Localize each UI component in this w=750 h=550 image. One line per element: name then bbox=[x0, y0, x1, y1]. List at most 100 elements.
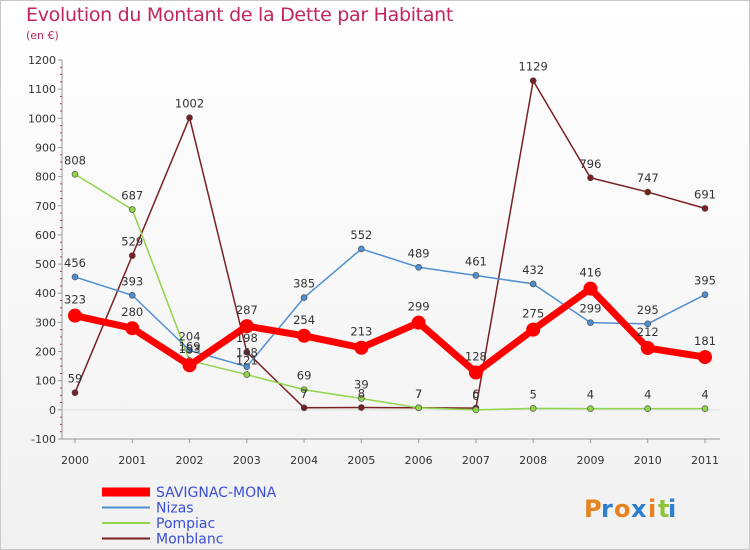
y-tick-label: 300 bbox=[35, 316, 56, 329]
data-point bbox=[411, 315, 426, 330]
data-label: 385 bbox=[293, 277, 315, 291]
data-label: 395 bbox=[694, 274, 716, 288]
data-label: 0 bbox=[472, 389, 479, 403]
logo-letter: o bbox=[614, 495, 631, 523]
y-tick-label: 500 bbox=[35, 258, 56, 271]
data-point bbox=[71, 273, 79, 281]
data-label: 280 bbox=[121, 305, 143, 319]
logo-letter: x bbox=[631, 495, 647, 523]
data-label: 489 bbox=[408, 246, 430, 260]
data-label: 295 bbox=[637, 303, 659, 317]
data-label: 432 bbox=[522, 263, 544, 277]
x-tick-label: 2001 bbox=[118, 454, 146, 467]
logo-letter: t bbox=[658, 495, 669, 523]
x-tick-label: 2003 bbox=[233, 454, 261, 467]
x-tick-label: 2007 bbox=[462, 454, 490, 467]
data-label: 7 bbox=[300, 387, 307, 401]
data-label: 7 bbox=[415, 387, 422, 401]
x-tick-label: 2002 bbox=[176, 454, 204, 467]
data-label: 213 bbox=[350, 325, 372, 339]
data-point bbox=[358, 395, 365, 402]
data-point bbox=[640, 341, 655, 356]
chart-title: Evolution du Montant de la Dette par Hab… bbox=[26, 4, 454, 26]
series-line-monblanc bbox=[74, 79, 706, 409]
data-point bbox=[297, 328, 312, 343]
data-point bbox=[644, 405, 652, 412]
data-point bbox=[701, 205, 709, 212]
data-point bbox=[182, 358, 197, 373]
data-label: 169 bbox=[179, 340, 201, 354]
data-label: 5 bbox=[530, 387, 537, 401]
data-point bbox=[529, 280, 537, 288]
data-label: 4 bbox=[587, 388, 594, 402]
data-point bbox=[529, 405, 537, 412]
logo-letter: P bbox=[584, 495, 602, 523]
y-tick-label: 700 bbox=[35, 200, 56, 213]
data-point bbox=[243, 371, 251, 378]
y-tick-label: -100 bbox=[31, 433, 56, 446]
data-point bbox=[526, 322, 541, 337]
data-point bbox=[358, 404, 365, 411]
data-point bbox=[587, 319, 594, 326]
data-label: 121 bbox=[236, 354, 258, 368]
x-tick-label: 2008 bbox=[519, 454, 547, 467]
data-label: 254 bbox=[293, 313, 315, 327]
y-tick-label: 1000 bbox=[28, 112, 56, 125]
data-point bbox=[128, 252, 136, 259]
data-label: 148 bbox=[236, 346, 258, 360]
y-tick-label: 1100 bbox=[28, 83, 56, 96]
x-tick-label: 2006 bbox=[405, 454, 433, 467]
y-tick-label: 200 bbox=[35, 346, 56, 359]
data-label: 808 bbox=[64, 153, 86, 167]
data-point bbox=[701, 291, 709, 298]
series-line-savignac-mona bbox=[71, 285, 709, 377]
data-label: 461 bbox=[465, 254, 487, 268]
data-label: 323 bbox=[64, 293, 86, 307]
y-tick-label: 400 bbox=[35, 287, 56, 300]
axes: -100 0 100 200 300 400 500 600 700 800 900 1000 1100… bbox=[28, 54, 720, 467]
data-label: 198 bbox=[236, 331, 258, 345]
data-label: 299 bbox=[579, 302, 601, 316]
data-label: 747 bbox=[637, 171, 659, 185]
data-point bbox=[243, 363, 251, 370]
data-label: 204 bbox=[179, 329, 201, 343]
y-tick-label: 1200 bbox=[28, 54, 56, 67]
y-tick-label: 600 bbox=[35, 229, 56, 242]
legend-label: SAVIGNAC-MONA bbox=[156, 485, 277, 501]
data-point bbox=[128, 206, 136, 213]
legend-label: Nizas bbox=[156, 501, 194, 517]
logo-letter: r bbox=[601, 495, 613, 523]
logo-letter: i bbox=[668, 495, 676, 523]
y-tick-label: 800 bbox=[35, 171, 56, 184]
series-lines bbox=[71, 79, 709, 411]
data-point bbox=[472, 406, 480, 414]
data-label: 1002 bbox=[175, 97, 204, 111]
data-point bbox=[701, 405, 709, 412]
data-label: 796 bbox=[579, 157, 601, 171]
data-label: 153 bbox=[179, 342, 201, 356]
data-point bbox=[186, 347, 193, 354]
data-point bbox=[587, 174, 594, 182]
y-tick-label: 900 bbox=[35, 141, 56, 154]
x-tick-label: 2011 bbox=[691, 454, 719, 467]
logo-letter: i bbox=[648, 495, 656, 523]
chart-subtitle: (en €) bbox=[26, 29, 59, 42]
data-label: 687 bbox=[121, 189, 143, 203]
y-tick-label: 0 bbox=[49, 404, 56, 417]
data-point bbox=[300, 294, 308, 301]
data-point bbox=[300, 404, 308, 412]
data-label: 456 bbox=[64, 256, 86, 270]
data-label: 393 bbox=[121, 274, 143, 288]
x-tick-label: 2009 bbox=[576, 454, 604, 467]
series-line-pompiac bbox=[74, 173, 706, 411]
data-label: 1129 bbox=[519, 60, 548, 74]
data-label: 4 bbox=[701, 388, 708, 402]
x-tick-label: 2004 bbox=[290, 454, 318, 467]
data-label: 287 bbox=[236, 303, 258, 317]
data-label: 8 bbox=[358, 387, 365, 401]
data-label: 128 bbox=[465, 350, 487, 364]
series-points bbox=[68, 77, 712, 414]
legend-label: Pompiac bbox=[156, 516, 215, 532]
